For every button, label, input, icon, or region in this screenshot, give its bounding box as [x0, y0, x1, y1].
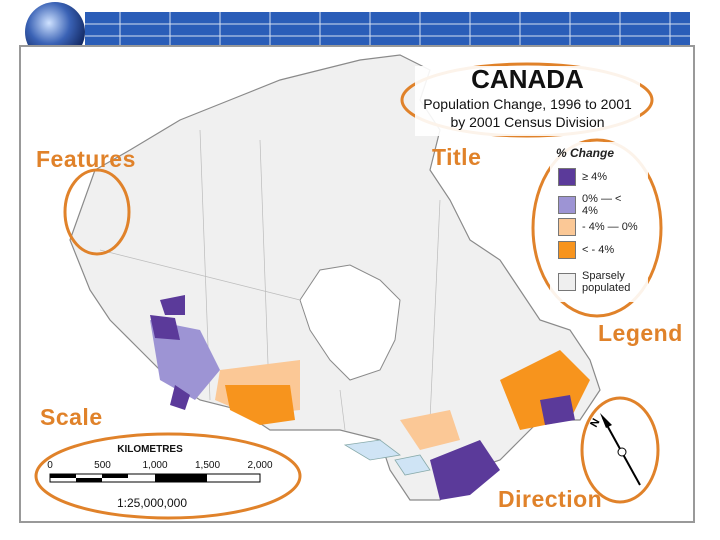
patch — [160, 295, 185, 315]
hudson-bay — [299, 264, 401, 381]
scale-label: 1,000 — [142, 460, 168, 471]
population-patches — [150, 295, 590, 500]
legend-label: - 4% — 0% — [582, 221, 638, 233]
patch — [170, 385, 190, 410]
annotation: Direction — [498, 486, 603, 512]
banner-strip — [85, 12, 690, 48]
patch — [400, 410, 460, 450]
legend-item: - 4% — 0% — [558, 218, 640, 236]
legend-ellipse — [531, 138, 663, 318]
legend-swatch — [558, 273, 576, 291]
annotation: Features — [36, 146, 136, 172]
annotation: Legend — [598, 320, 683, 346]
scale-label: 500 — [94, 460, 111, 471]
legend-item: 0% — < 4% — [558, 193, 640, 217]
features-ellipse — [63, 168, 131, 256]
legend-label: Sparsely populated — [582, 270, 631, 294]
map-title: CANADA — [471, 64, 584, 94]
scale-ellipse — [34, 432, 302, 520]
patch — [150, 320, 220, 400]
patch — [540, 395, 575, 425]
legend-title: % Change — [556, 146, 615, 160]
scale-bar-segments — [50, 474, 207, 482]
legend-item: < - 4% — [558, 241, 640, 259]
scale-unit: KILOMETRES — [117, 444, 183, 455]
legend-swatch — [558, 168, 576, 186]
scale-label: 1,500 — [194, 460, 221, 471]
legend-item: Sparsely populated — [558, 270, 640, 294]
annotation: Title — [432, 144, 482, 170]
direction-ellipse — [580, 396, 660, 504]
legend-item: ≥ 4% — [558, 168, 640, 186]
scale-ratio: 1:25,000,000 — [116, 496, 188, 510]
legend-swatch — [558, 241, 576, 259]
legend-label: < - 4% — [582, 244, 615, 256]
map-subtitle: by 2001 Census Division — [450, 114, 605, 130]
patch — [430, 440, 500, 500]
title-backdrop — [415, 66, 640, 136]
legend-swatch — [558, 218, 576, 236]
scale-label: 0 — [47, 460, 53, 471]
legend-swatch — [558, 196, 576, 214]
annotation: Scale — [40, 404, 103, 430]
legend-label: 0% — < 4% — [582, 193, 622, 217]
scale-label: 2,000 — [247, 460, 273, 471]
map-subtitle: Population Change, 1996 to 2001 — [423, 96, 632, 112]
patch — [150, 315, 180, 340]
legend-label: ≥ 4% — [582, 171, 607, 183]
banner-grid — [85, 12, 690, 48]
patch — [225, 385, 295, 425]
